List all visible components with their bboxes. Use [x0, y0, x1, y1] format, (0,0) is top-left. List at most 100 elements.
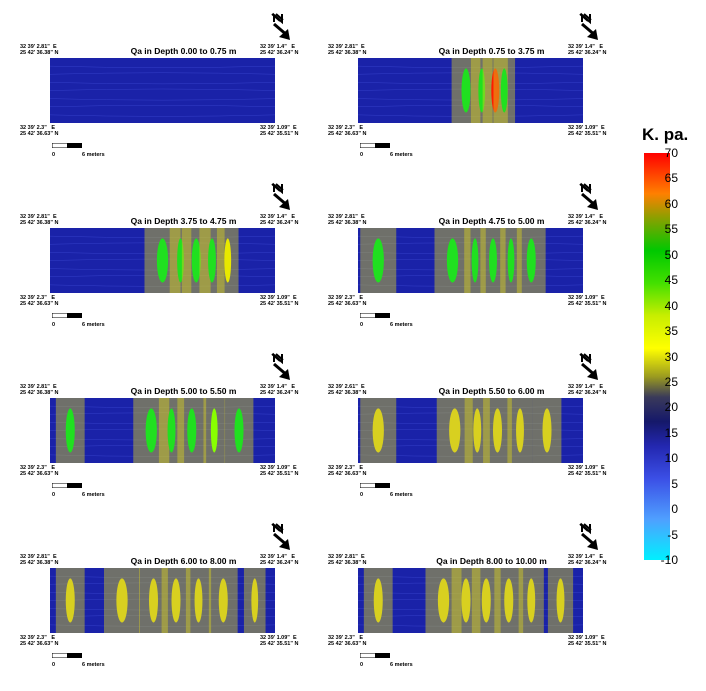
contour-line: [358, 624, 583, 627]
contour-line: [50, 65, 275, 68]
stress-map: [50, 568, 275, 633]
contour-line: [358, 608, 583, 611]
color-legend: K. pa. 70 65 60 55 50 45 40 35 30 25 20 15 10 5 0 -5: [620, 125, 706, 570]
map-background: [358, 228, 583, 293]
contour-line: [50, 114, 275, 117]
depth-panel: 32 39' 2.81" E 25 42' 36.38" N 32 39' 1.4…: [20, 352, 350, 512]
depth-panel: 32 39' 2.81" E 25 42' 36.38" N 32 39' 1.4…: [20, 182, 350, 342]
stress-band: [149, 578, 158, 623]
scale-bar-graphic: [52, 483, 82, 488]
stress-map: [50, 228, 275, 293]
legend-tick-label: 55: [664, 222, 678, 237]
scale-start-label: 0: [360, 662, 364, 668]
stress-band: [65, 408, 75, 453]
stress-map: [50, 58, 275, 123]
contour-line: [50, 82, 275, 85]
contour-line: [358, 428, 583, 431]
contour-line: [358, 268, 583, 271]
north-arrow-icon: [271, 352, 290, 380]
legend-tick-label: 0: [671, 502, 678, 517]
panel-title: Qa in Depth 4.75 to 5.00 m: [438, 216, 545, 226]
contour-line: [358, 615, 583, 617]
stress-band: [234, 408, 244, 453]
panel-title: Qa in Depth 5.50 to 6.00 m: [438, 386, 545, 396]
contour-line: [50, 98, 275, 101]
scale-end-label: 6 meters: [390, 322, 413, 328]
scale-bar-graphic: [52, 653, 82, 658]
coordinate-top-left: 32 39' 2.81" E 25 42' 36.38" N: [20, 44, 59, 56]
panel-title: Qa in Depth 3.75 to 4.75 m: [130, 216, 237, 226]
coordinate-bottom-right: 32 39' 1.09" E 25 42' 35.51" N: [260, 295, 299, 307]
stress-map: [358, 228, 583, 293]
stress-map: [50, 398, 275, 463]
stress-band: [504, 578, 514, 623]
contour-line: [50, 575, 275, 578]
scale-end-label: 6 meters: [390, 662, 413, 668]
contour-line: [358, 275, 583, 277]
contour-line: [50, 438, 275, 441]
scale-end-label: 6 meters: [82, 662, 105, 668]
coordinate-bottom-right: 32 39' 1.09" E 25 42' 35.51" N: [568, 125, 607, 137]
stress-band: [116, 578, 128, 623]
stress-band: [507, 238, 515, 283]
contour-line: [50, 105, 275, 107]
scale-end-label: 6 meters: [390, 152, 413, 158]
stress-band: [527, 578, 536, 623]
contour-line: [358, 582, 583, 585]
scale-bar-graphic: [360, 483, 390, 488]
stress-band: [461, 68, 471, 113]
coordinate-bottom-right: 32 39' 1.09" E 25 42' 35.51" N: [260, 465, 299, 477]
coordinate-bottom-left: 32 39' 2.3" E 25 42' 36.63" N: [328, 125, 367, 137]
stress-band: [191, 238, 201, 283]
coordinate-top-right: 32 39' 1.4" E 25 42' 36.24" N: [260, 214, 299, 226]
coordinate-bottom-right: 32 39' 1.09" E 25 42' 35.51" N: [568, 295, 607, 307]
scale-end-label: 6 meters: [390, 492, 413, 498]
stress-band: [473, 408, 482, 453]
legend-tick-label: 65: [664, 171, 678, 186]
contour-line: [358, 72, 583, 75]
stress-band: [493, 408, 502, 453]
north-arrow-icon: [271, 522, 290, 550]
coordinate-bottom-left: 32 39' 2.3" E 25 42' 36.63" N: [20, 125, 59, 137]
coordinate-top-right: 32 39' 1.4" E 25 42' 36.24" N: [260, 44, 299, 56]
scale-end-label: 6 meters: [82, 492, 105, 498]
legend-tick-label: 70: [664, 146, 678, 160]
panel-title: Qa in Depth 5.00 to 5.50 m: [130, 386, 237, 396]
coordinate-top-right: 32 39' 1.4" E 25 42' 36.24" N: [260, 554, 299, 566]
coordinate-top-left: 32 39' 2.61" E 25 42' 36.38" N: [328, 384, 367, 396]
contour-line: [358, 598, 583, 601]
stress-peak: [493, 74, 497, 107]
stress-band: [373, 578, 383, 623]
coordinate-top-left: 32 39' 2.81" E 25 42' 36.38" N: [328, 554, 367, 566]
scale-bar-graphic: [52, 143, 82, 148]
stress-band: [516, 408, 524, 453]
contour-line: [50, 445, 275, 447]
coordinate-top-right: 32 39' 1.4" E 25 42' 36.24" N: [568, 214, 607, 226]
scale-start-label: 0: [360, 152, 364, 158]
stress-band: [156, 238, 169, 283]
contour-line: [50, 284, 275, 287]
legend-tick-label: 30: [664, 349, 678, 364]
panel-title: Qa in Depth 0.75 to 3.75 m: [438, 46, 545, 56]
stress-band: [489, 238, 497, 283]
coordinate-bottom-left: 32 39' 2.3" E 25 42' 36.63" N: [328, 295, 367, 307]
contour-line: [50, 88, 275, 91]
stress-band: [526, 238, 536, 283]
stress-band: [542, 408, 552, 453]
scale-start-label: 0: [52, 322, 56, 328]
legend-tick-label: -5: [667, 527, 678, 542]
stress-band: [194, 578, 203, 623]
contour-line: [358, 88, 583, 91]
stress-band: [167, 408, 176, 453]
legend-tick-label: 45: [664, 273, 678, 288]
contour-line: [358, 412, 583, 415]
contour-line: [358, 445, 583, 447]
contour-line: [50, 608, 275, 611]
scale-start-label: 0: [360, 322, 364, 328]
coordinate-top-left: 32 39' 2.81" E 25 42' 36.38" N: [20, 214, 59, 226]
legend-tick-label: 10: [664, 451, 678, 466]
north-arrow-icon: [271, 12, 290, 40]
legend-tick-label: 15: [664, 425, 678, 440]
north-arrow-icon: [579, 12, 598, 40]
contour-line: [50, 582, 275, 585]
